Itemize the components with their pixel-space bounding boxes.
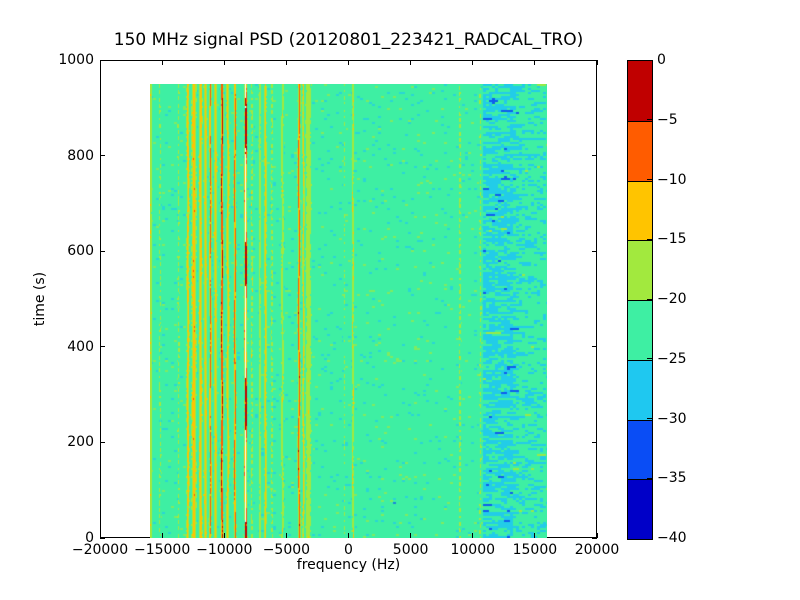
y-axis-tick	[100, 155, 105, 157]
x-axis-tick	[161, 60, 163, 65]
colorbar-tick	[647, 298, 652, 300]
x-axis-tick	[99, 60, 101, 65]
y-axis-tick-label: 800	[67, 147, 94, 164]
colorbar-segment-2	[628, 180, 652, 241]
x-axis-tick	[534, 60, 536, 65]
y-axis-tick	[592, 346, 597, 348]
x-axis-tick	[348, 533, 349, 538]
x-axis-tick	[161, 533, 163, 538]
colorbar-tick-label: −25	[657, 350, 687, 367]
colorbar-tick	[647, 358, 652, 360]
x-axis-tick	[410, 60, 412, 65]
y-axis-tick	[592, 59, 597, 61]
colorbar-segment-5	[628, 359, 652, 420]
colorbar-tick	[647, 418, 652, 419]
y-axis-tick	[100, 250, 105, 252]
y-axis-tick	[592, 441, 597, 443]
colorbar-tick-label: −5	[657, 111, 678, 128]
colorbar-tick	[647, 119, 652, 121]
x-axis-tick	[99, 533, 101, 538]
colorbar-tick-label: 0	[657, 52, 666, 68]
y-axis-label: time (s)	[32, 271, 48, 327]
y-axis-tick	[100, 59, 105, 61]
x-axis-tick-label: −10000	[196, 542, 253, 558]
x-axis-tick-label: 10000	[450, 542, 496, 558]
x-axis-tick-label: 20000	[574, 542, 620, 558]
psd-heatmap-canvas	[150, 84, 547, 538]
y-axis-tick	[100, 441, 105, 443]
y-axis-tick	[592, 250, 597, 252]
colorbar-tick-label: −40	[657, 530, 687, 546]
colorbar-segment-4	[628, 300, 652, 360]
x-axis-tick-label: −5000	[262, 542, 311, 558]
colorbar-tick-label: −10	[657, 171, 687, 188]
x-axis-tick	[596, 60, 598, 65]
y-axis-tick-label: 600	[67, 243, 94, 260]
colorbar-segment-3	[628, 240, 652, 300]
x-axis-tick-label: −15000	[133, 542, 191, 558]
x-axis-tick	[223, 533, 225, 538]
x-axis-tick-label: 5000	[392, 542, 429, 558]
x-axis-tick	[534, 533, 536, 538]
x-axis-tick-label: 0	[344, 542, 353, 558]
plot-title: 150 MHz signal PSD (20120801_223421_RADC…	[113, 30, 584, 50]
colorbar-tick	[647, 477, 652, 479]
x-axis-tick-label: 15000	[512, 542, 558, 558]
colorbar-segment-0	[628, 61, 652, 121]
colorbar-segment-7	[628, 479, 652, 539]
colorbar-tick	[647, 179, 652, 180]
y-axis-tick-label: 1000	[58, 52, 94, 68]
colorbar-tick-label: −35	[657, 470, 687, 487]
y-axis-tick-label: 200	[67, 434, 94, 451]
x-axis-tick	[223, 60, 225, 65]
x-axis-tick	[472, 533, 474, 538]
colorbar-segment-6	[628, 419, 652, 480]
y-axis-tick-label: 0	[85, 530, 94, 546]
x-axis-tick	[285, 60, 287, 65]
x-axis-tick	[410, 533, 412, 538]
y-axis-tick	[100, 346, 105, 348]
colorbar-tick-label: −15	[657, 231, 687, 248]
x-axis-label: frequency (Hz)	[296, 557, 401, 573]
colorbar-tick-label: −30	[657, 410, 687, 427]
x-axis-tick-label: −20000	[71, 542, 129, 558]
y-axis-tick	[592, 537, 597, 539]
colorbar-segment-1	[628, 120, 652, 181]
x-axis-tick	[348, 60, 349, 65]
colorbar-tick	[647, 238, 652, 240]
y-axis-tick	[100, 537, 105, 539]
x-axis-tick	[472, 60, 474, 65]
y-axis-tick-label: 400	[67, 338, 94, 355]
x-axis-tick	[596, 533, 598, 538]
colorbar	[627, 60, 653, 540]
colorbar-tick-label: −20	[657, 291, 687, 307]
y-axis-tick	[592, 155, 597, 157]
x-axis-tick	[285, 533, 287, 538]
